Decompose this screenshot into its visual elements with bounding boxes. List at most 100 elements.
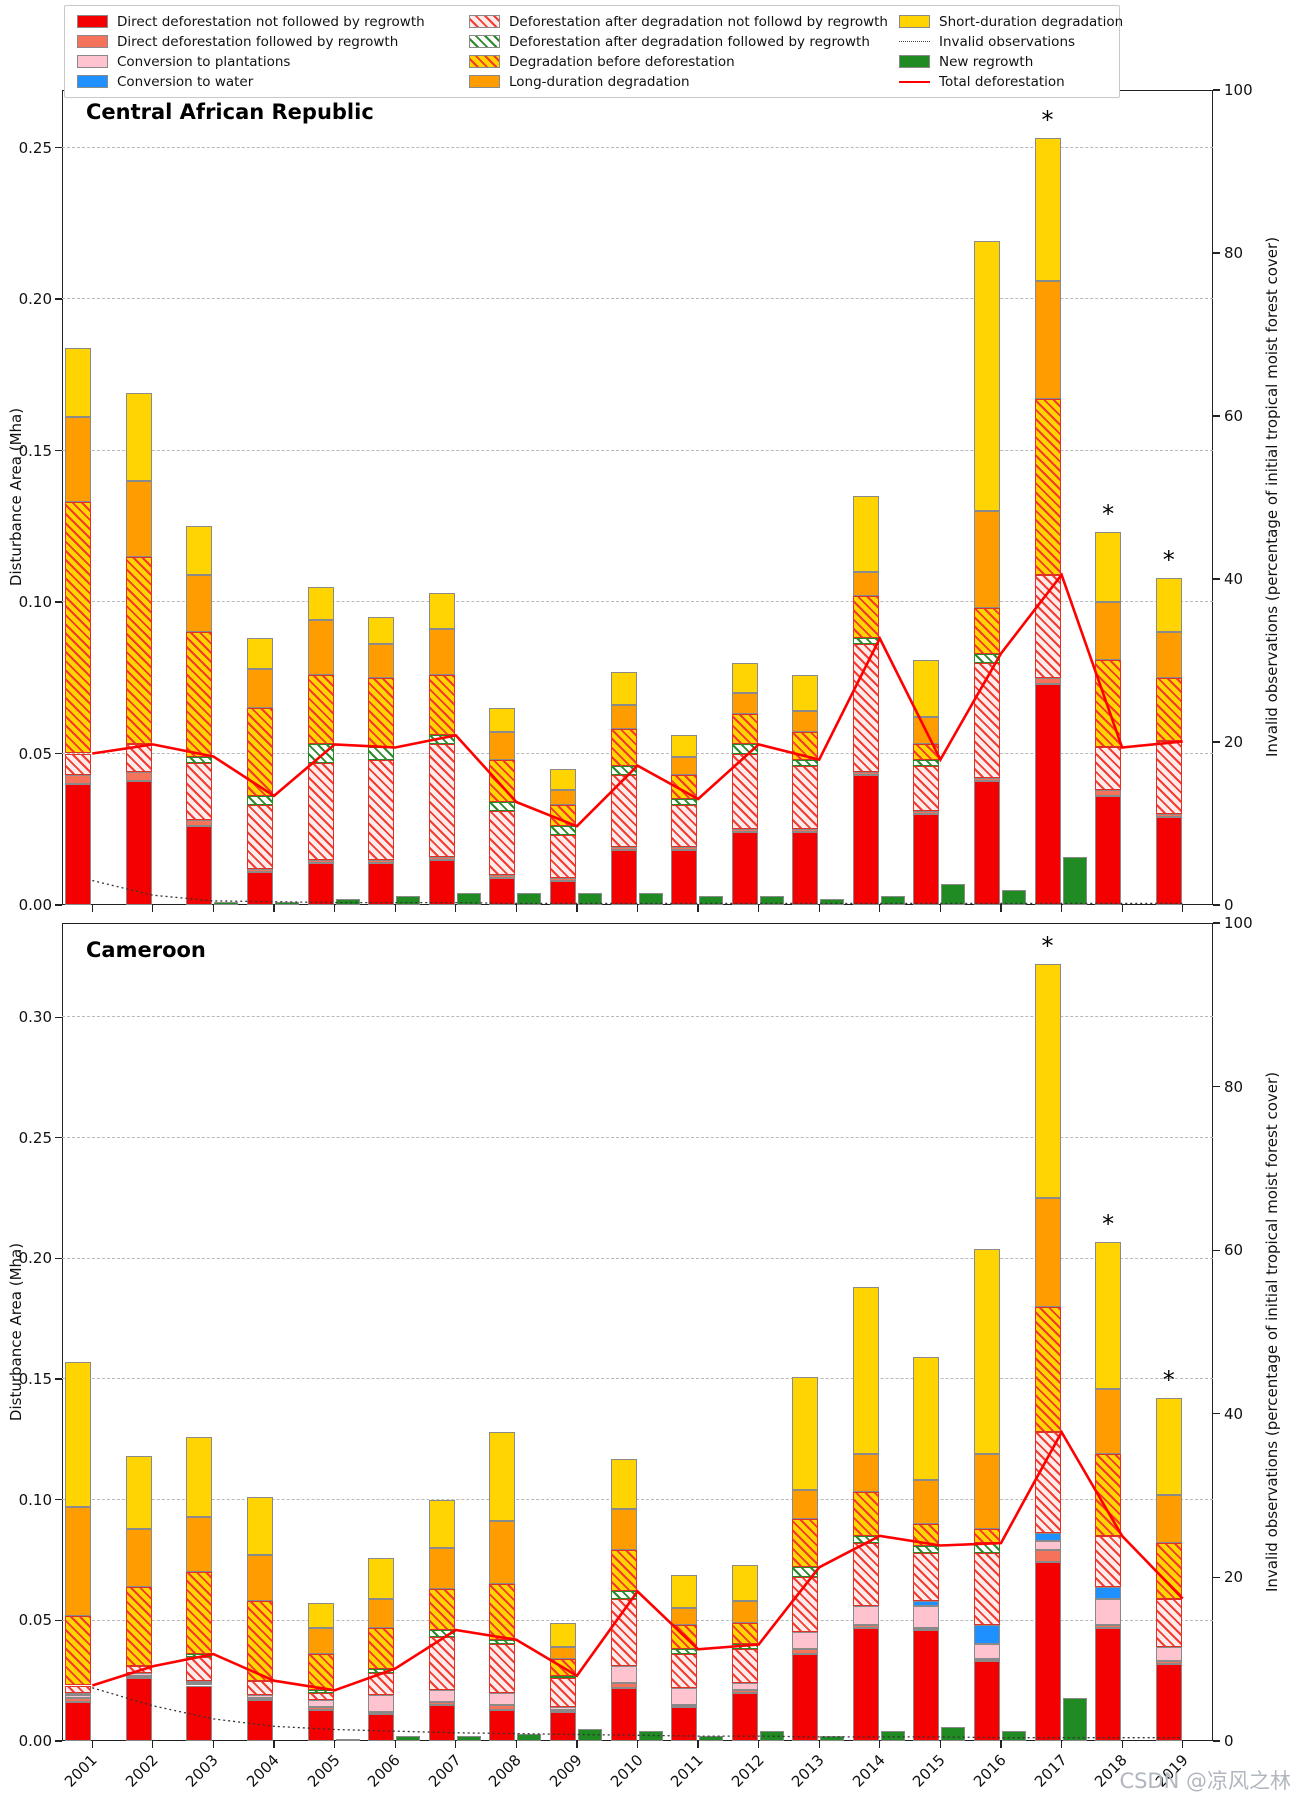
significance-asterisk-2017: * (1041, 106, 1054, 135)
y-axis-tick-label: 0.20 (18, 1249, 52, 1268)
bar-segment-2004 (247, 1497, 274, 1556)
bar-segment-2016 (973, 1552, 1000, 1626)
x-axis-tick-label: 2016 (969, 1751, 1010, 1791)
chart-title-cameroon: Cameroon (86, 938, 206, 962)
bar-segment-2018 (1095, 1586, 1122, 1599)
bar-segment-2001 (65, 502, 92, 754)
bar-segment-2015 (913, 1605, 940, 1628)
bar-segment-2017 (1034, 399, 1061, 575)
significance-asterisk-2019: * (1162, 545, 1175, 574)
bar-segment-2018 (1095, 1627, 1122, 1741)
legend-item-label: Invalid observations (939, 33, 1076, 50)
x-axis-tick-label: 2001 (61, 1751, 102, 1791)
x-axis-tick-label: 2005 (303, 1751, 344, 1791)
bar-segment-2018 (1095, 1241, 1122, 1389)
y-axis-tick-label: 0.25 (18, 1128, 52, 1147)
bar-segment-2019 (1155, 632, 1182, 678)
bar-segment-2016 (973, 1453, 1000, 1529)
x-axis-tick-label: 2003 (182, 1751, 223, 1791)
y-axis-tick (55, 1016, 62, 1018)
y2-axis-tick (1213, 578, 1220, 580)
bar-segment-2014 (852, 595, 879, 639)
new-regrowth-bar-2003 (214, 901, 239, 905)
y-axis-tick-label: 0.05 (18, 1611, 52, 1630)
bar-segment-2014 (852, 495, 879, 572)
bar-segment-2015 (913, 744, 940, 760)
y2-axis-tick-label: 100 (1224, 914, 1253, 932)
bar-segment-2015 (913, 814, 940, 905)
x-axis-tick (152, 1741, 154, 1748)
bar-segment-2018 (1095, 1625, 1122, 1628)
new-regrowth-bar-2016 (1001, 1731, 1026, 1741)
x-axis-tick (758, 1741, 760, 1748)
bar-segment-2012 (731, 662, 758, 693)
bar-segment-2012 (731, 714, 758, 745)
x-axis-tick-label: 2014 (848, 1751, 889, 1791)
bar-segment-2019 (1155, 1646, 1182, 1662)
bar-segment-2018 (1095, 747, 1122, 790)
bar-segment-2015 (913, 1357, 940, 1481)
new-regrowth-bar-2014 (880, 895, 905, 905)
bar-segment-2019 (1155, 741, 1182, 815)
bar-segment-2003 (186, 1683, 213, 1686)
bar-segment-2011 (671, 847, 698, 851)
bar-segment-2003 (186, 1656, 213, 1681)
bar-segment-2003 (186, 526, 213, 575)
y2-axis-tick (1213, 922, 1220, 924)
bar-segment-2015 (913, 1552, 940, 1602)
legend-item-label: Deforestation after degradation followed… (509, 33, 870, 50)
y2-axis-tick-label: 40 (1224, 570, 1244, 588)
bar-segment-2010 (610, 1550, 637, 1592)
bar-segment-2005 (307, 1603, 334, 1628)
y2-axis-tick-label: 80 (1224, 244, 1244, 262)
x-axis-tick (818, 905, 820, 912)
bar-segment-2002 (125, 480, 152, 557)
bar-segment-2009 (549, 1707, 576, 1710)
bar-segment-2013 (792, 759, 819, 766)
x-axis-tick (334, 1741, 336, 1748)
bar-segment-2016 (973, 608, 1000, 654)
bar-segment-2016 (973, 1248, 1000, 1454)
bar-segment-2017 (1034, 1550, 1061, 1563)
bar-segment-2011 (671, 756, 698, 775)
bar-segment-2001 (65, 417, 92, 503)
bar-segment-2002 (125, 392, 152, 481)
bar-segment-2009 (549, 789, 576, 805)
bar-segment-2008 (489, 1432, 516, 1522)
bar-segment-2010 (610, 847, 637, 851)
bar-segment-2011 (671, 735, 698, 757)
bar-segment-2003 (186, 756, 213, 763)
bar-segment-2003 (186, 1685, 213, 1741)
bar-segment-2007 (428, 859, 455, 905)
bar-segment-2006 (368, 617, 395, 645)
sw-yellow-legend-swatch (899, 15, 930, 28)
bar-segment-2001 (65, 1506, 92, 1616)
bar-segment-2012 (731, 829, 758, 833)
bar-segment-2012 (731, 692, 758, 715)
legend-item: Deforestation after degradation not foll… (469, 13, 899, 30)
new-regrowth-bar-2015 (941, 883, 966, 905)
bar-segment-2003 (186, 820, 213, 827)
bar-segment-2001 (65, 1695, 92, 1698)
bar-segment-2009 (549, 1712, 576, 1741)
bar-segment-2016 (973, 777, 1000, 781)
bar-segment-2015 (913, 759, 940, 766)
bar-segment-2019 (1155, 1663, 1182, 1741)
x-axis-tick-label: 2017 (1030, 1751, 1071, 1791)
bar-segment-2010 (610, 1458, 637, 1510)
bar-segment-2001 (65, 1615, 92, 1686)
bar-segment-2008 (489, 708, 516, 733)
bar-segment-2006 (368, 1695, 395, 1713)
x-axis-tick (576, 1741, 578, 1748)
bar-segment-2016 (973, 1625, 1000, 1645)
legend-item: Invalid observations (899, 33, 1095, 50)
bar-segment-2019 (1155, 677, 1182, 742)
x-axis-tick (91, 1741, 93, 1748)
y-axis-tick-label: 0.20 (18, 290, 52, 309)
bar-segment-2012 (731, 1692, 758, 1741)
bar-segment-2012 (731, 744, 758, 754)
y2-axis-label-top: Invalid observations (percentage of init… (1263, 236, 1281, 758)
bar-segment-2001 (65, 347, 92, 418)
bar-segment-2012 (731, 1649, 758, 1684)
y-axis-tick-label: 0.15 (18, 441, 52, 460)
